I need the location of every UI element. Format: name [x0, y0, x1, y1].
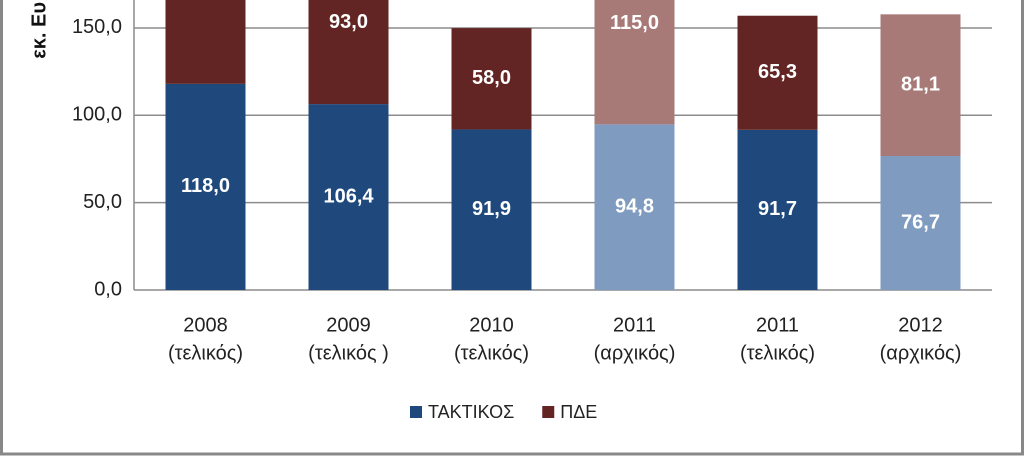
- data-label: 115,0: [610, 12, 659, 34]
- data-label: 118,0: [181, 175, 230, 197]
- bar-segment: [308, 104, 389, 290]
- bar-segment: [737, 129, 818, 290]
- y-tick-label: 100,0: [72, 104, 122, 126]
- data-label: 91,9: [472, 198, 511, 220]
- data-label: 65,3: [758, 61, 797, 83]
- data-label: 58,0: [472, 67, 511, 89]
- x-tick-label: 2010: [469, 314, 514, 336]
- x-tick-label: (τελικός ): [308, 342, 389, 364]
- x-tick-label: (τελικός): [740, 342, 815, 364]
- bar-segment: [880, 156, 961, 290]
- x-tick-label: (αρχικός): [594, 342, 676, 364]
- x-tick-label: 2011: [613, 314, 656, 336]
- x-tick-label: (αρχικός): [880, 342, 962, 364]
- legend-swatch: [410, 406, 422, 418]
- bar-segment: [451, 129, 532, 290]
- legend-label: ΤΑΚΤΙΚΟΣ: [428, 402, 514, 422]
- x-tick-label: (τελικός): [168, 342, 243, 364]
- legend-swatch: [542, 406, 555, 418]
- legend-label: ΠΔΕ: [560, 402, 597, 422]
- y-tick-label: 150,0: [72, 16, 122, 38]
- bar-segment: [594, 0, 675, 125]
- x-tick-label: 2012: [898, 314, 943, 336]
- bar-segment: [737, 15, 818, 130]
- y-axis-label: εκ. Ευ: [28, 2, 50, 59]
- bar-segment: [308, 0, 389, 105]
- data-label: 91,7: [758, 198, 797, 220]
- bar-segment: [165, 83, 246, 290]
- bar-segment: [165, 0, 246, 84]
- y-tick-label: 0,0: [94, 278, 122, 300]
- data-label: 93,0: [329, 11, 368, 33]
- y-tick-label: 50,0: [83, 191, 122, 213]
- x-tick-label: 2011: [756, 314, 799, 336]
- data-label: 106,4: [323, 185, 374, 207]
- bar-segment: [594, 124, 675, 290]
- data-label: 76,7: [901, 211, 940, 233]
- bar-segment: [880, 14, 961, 157]
- data-label: 81,1: [901, 73, 940, 95]
- data-label: 94,8: [615, 195, 654, 217]
- bar-segment: [451, 28, 532, 130]
- x-tick-label: 2009: [326, 314, 371, 336]
- x-tick-label: (τελικός): [454, 342, 529, 364]
- x-tick-label: 2008: [183, 314, 228, 336]
